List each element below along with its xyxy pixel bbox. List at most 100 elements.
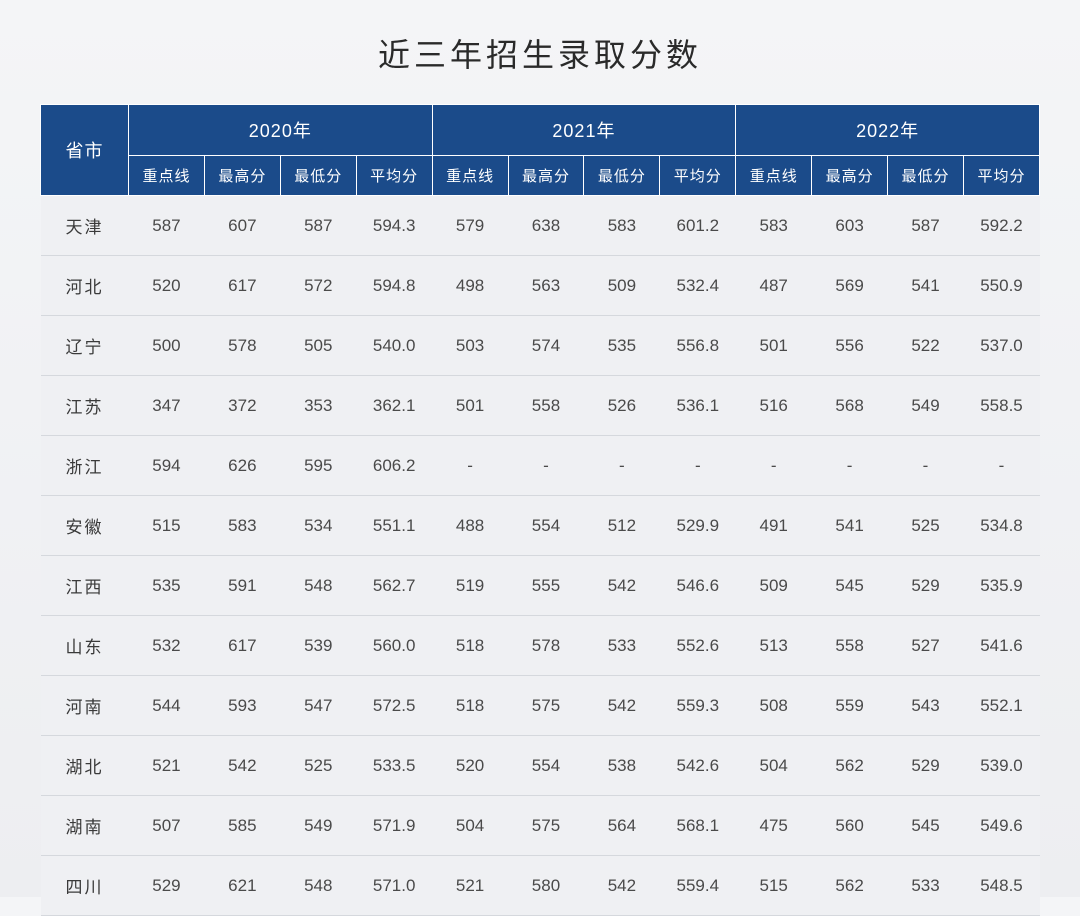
score-cell: 533 (888, 856, 964, 916)
score-cell: 542.6 (660, 736, 736, 796)
table-row: 江西535591548562.7519555542546.65095455295… (41, 556, 1040, 616)
score-cell: 587 (129, 196, 205, 256)
score-cell: 529.9 (660, 496, 736, 556)
sub-header: 重点线 (129, 156, 205, 196)
score-cell: 621 (204, 856, 280, 916)
score-cell: 548.5 (963, 856, 1039, 916)
score-cell: 487 (736, 256, 812, 316)
province-cell: 天津 (41, 196, 129, 256)
score-cell: 539.0 (963, 736, 1039, 796)
score-cell: 556.8 (660, 316, 736, 376)
score-cell: 549 (888, 376, 964, 436)
score-cell: 520 (129, 256, 205, 316)
score-cell: 560.0 (356, 616, 432, 676)
score-cell: 578 (508, 616, 584, 676)
score-cell: 594 (129, 436, 205, 496)
score-cell: 542 (584, 556, 660, 616)
score-cell: 548 (280, 856, 356, 916)
score-cell: 585 (204, 796, 280, 856)
score-cell: 558 (508, 376, 584, 436)
score-cell: 542 (584, 676, 660, 736)
score-cell: 626 (204, 436, 280, 496)
score-cell: 603 (812, 196, 888, 256)
score-cell: 532 (129, 616, 205, 676)
score-cell: 578 (204, 316, 280, 376)
table-body: 天津587607587594.3579638583601.25836035875… (41, 196, 1040, 916)
score-cell: 529 (888, 736, 964, 796)
table-row: 河南544593547572.5518575542559.35085595435… (41, 676, 1040, 736)
score-cell: 372 (204, 376, 280, 436)
score-cell: 574 (508, 316, 584, 376)
table-row: 湖北521542525533.5520554538542.65045625295… (41, 736, 1040, 796)
score-cell: 554 (508, 496, 584, 556)
score-cell: - (508, 436, 584, 496)
score-cell: - (736, 436, 812, 496)
sub-header: 最高分 (812, 156, 888, 196)
score-cell: 519 (432, 556, 508, 616)
province-cell: 江苏 (41, 376, 129, 436)
province-cell: 河北 (41, 256, 129, 316)
score-cell: 475 (736, 796, 812, 856)
score-cell: - (812, 436, 888, 496)
score-cell: 540.0 (356, 316, 432, 376)
score-cell: 583 (736, 196, 812, 256)
score-cell: 525 (888, 496, 964, 556)
score-cell: 558.5 (963, 376, 1039, 436)
score-cell: - (432, 436, 508, 496)
score-cell: 536.1 (660, 376, 736, 436)
score-cell: 559.4 (660, 856, 736, 916)
score-cell: 548 (280, 556, 356, 616)
score-cell: 587 (280, 196, 356, 256)
score-cell: 594.3 (356, 196, 432, 256)
score-cell: 504 (736, 736, 812, 796)
sub-header: 重点线 (736, 156, 812, 196)
score-cell: 545 (888, 796, 964, 856)
score-cell: 526 (584, 376, 660, 436)
score-cell: 562 (812, 856, 888, 916)
score-cell: 501 (432, 376, 508, 436)
score-cell: 515 (736, 856, 812, 916)
score-cell: 539 (280, 616, 356, 676)
score-cell: 522 (888, 316, 964, 376)
page-title: 近三年招生录取分数 (40, 30, 1040, 76)
score-cell: 527 (888, 616, 964, 676)
province-header: 省市 (41, 105, 129, 196)
score-cell: 515 (129, 496, 205, 556)
score-cell: 593 (204, 676, 280, 736)
score-cell: 547 (280, 676, 356, 736)
score-cell: 559 (812, 676, 888, 736)
sub-header: 最高分 (508, 156, 584, 196)
score-cell: 537.0 (963, 316, 1039, 376)
score-cell: 491 (736, 496, 812, 556)
score-table: 省市 2020年 2021年 2022年 重点线最高分最低分平均分重点线最高分最… (40, 104, 1040, 916)
score-cell: - (584, 436, 660, 496)
score-cell: 353 (280, 376, 356, 436)
score-cell: 535.9 (963, 556, 1039, 616)
score-cell: 638 (508, 196, 584, 256)
table-row: 河北520617572594.8498563509532.44875695415… (41, 256, 1040, 316)
score-cell: 542 (584, 856, 660, 916)
table-row: 山东532617539560.0518578533552.65135585275… (41, 616, 1040, 676)
score-cell: 521 (129, 736, 205, 796)
score-cell: 556 (812, 316, 888, 376)
score-cell: 500 (129, 316, 205, 376)
province-cell: 河南 (41, 676, 129, 736)
score-cell: 541 (888, 256, 964, 316)
score-cell: 591 (204, 556, 280, 616)
score-cell: 552.1 (963, 676, 1039, 736)
score-cell: 504 (432, 796, 508, 856)
province-cell: 辽宁 (41, 316, 129, 376)
score-cell: 552.6 (660, 616, 736, 676)
province-cell: 湖南 (41, 796, 129, 856)
score-cell: 488 (432, 496, 508, 556)
score-cell: 518 (432, 616, 508, 676)
score-cell: 563 (508, 256, 584, 316)
table-row: 湖南507585549571.9504575564568.14755605455… (41, 796, 1040, 856)
score-cell: 509 (736, 556, 812, 616)
sub-header: 平均分 (356, 156, 432, 196)
year-header-2022: 2022年 (736, 105, 1040, 156)
table-row: 四川529621548571.0521580542559.45155625335… (41, 856, 1040, 916)
score-cell: 595 (280, 436, 356, 496)
score-cell: 575 (508, 796, 584, 856)
sub-header: 平均分 (660, 156, 736, 196)
